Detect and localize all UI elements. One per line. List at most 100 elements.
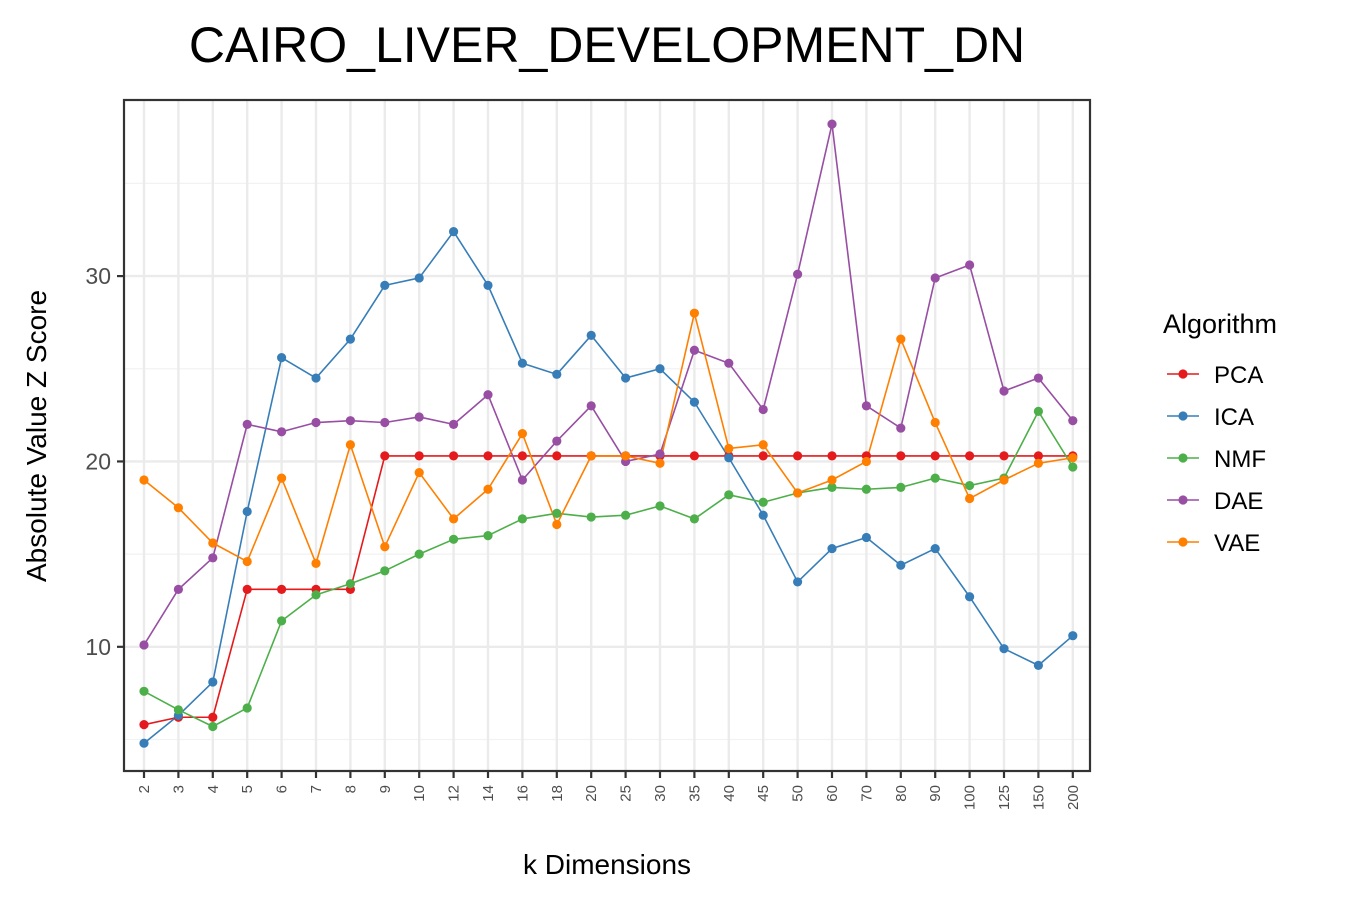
- data-point-pca: [827, 451, 837, 461]
- data-point-nmf: [930, 473, 940, 483]
- x-tick-label: 6: [274, 785, 291, 793]
- data-point-nmf: [758, 497, 768, 507]
- data-point-pca: [414, 451, 424, 461]
- y-axis-title: Absolute Value Z Score: [21, 290, 52, 582]
- data-point-pca: [896, 451, 906, 461]
- data-point-ica: [208, 677, 218, 687]
- x-tick-label: 5: [239, 785, 256, 793]
- data-point-pca: [242, 584, 252, 594]
- data-point-dae: [311, 417, 321, 428]
- x-axis: 2 3 4 5 6 7 8 9 10 12 14 16 18 20 25 30 35 40 45 50 60 70 80 90…: [136, 771, 1082, 810]
- data-point-dae: [724, 358, 734, 368]
- data-point-dae: [483, 390, 493, 400]
- data-point-vae: [861, 456, 872, 467]
- x-tick-label: 4: [205, 785, 222, 793]
- data-point-nmf: [965, 480, 975, 491]
- data-point-vae: [139, 475, 149, 485]
- data-point-dae: [861, 401, 872, 411]
- series-line-vae: [143, 312, 1073, 565]
- data-point-dae: [689, 345, 700, 355]
- data-point-nmf: [724, 490, 734, 500]
- panel-border: [122, 98, 1092, 773]
- data-point-ica: [1033, 660, 1043, 670]
- data-point-dae: [965, 260, 975, 270]
- data-point-ica: [483, 280, 493, 290]
- data-point-nmf: [552, 508, 562, 518]
- data-point-nmf: [345, 579, 355, 589]
- data-point-ica: [930, 543, 940, 554]
- data-point-ica: [552, 369, 562, 379]
- x-tick-label: 18: [549, 785, 566, 802]
- x-tick-label: 8: [342, 785, 359, 793]
- data-point-vae: [483, 484, 493, 494]
- data-point-ica: [414, 273, 424, 283]
- data-point-vae: [1068, 453, 1078, 463]
- data-point-dae: [173, 584, 183, 594]
- data-point-vae: [517, 429, 528, 439]
- x-tick-label: 125: [996, 785, 1013, 810]
- data-point-pca: [277, 584, 287, 594]
- x-tick-label: 25: [618, 785, 635, 802]
- x-tick-label: 100: [962, 785, 979, 810]
- y-tick-label: 20: [85, 448, 111, 474]
- data-point-nmf: [311, 590, 321, 600]
- legend: Algorithm PCA ICA NMF DAE VAE: [1163, 309, 1277, 557]
- x-tick-label: 3: [170, 785, 187, 793]
- data-point-nmf: [242, 703, 252, 713]
- legend-label-dae: DAE: [1214, 488, 1263, 515]
- data-point-vae: [552, 519, 562, 530]
- data-point-dae: [1068, 416, 1078, 426]
- data-point-vae: [345, 440, 355, 450]
- series-line-ica: [143, 230, 1074, 744]
- data-point-dae: [655, 449, 665, 459]
- data-point-dae: [139, 640, 149, 650]
- data-point-nmf: [621, 510, 631, 520]
- data-point-pca: [1033, 451, 1043, 461]
- data-point-nmf: [896, 482, 906, 493]
- plot-panel: [122, 98, 1092, 773]
- data-point-pca: [483, 451, 493, 461]
- data-point-pca: [139, 720, 149, 730]
- x-tick-label: 40: [721, 785, 738, 802]
- data-point-ica: [586, 330, 596, 341]
- data-point-pca: [208, 712, 218, 722]
- data-point-pca: [999, 451, 1009, 461]
- series-line-nmf: [143, 410, 1074, 728]
- data-point-vae: [277, 473, 287, 483]
- data-point-dae: [793, 269, 803, 279]
- data-point-ica: [689, 397, 700, 407]
- data-point-vae: [965, 493, 975, 504]
- data-point-pca: [689, 451, 700, 461]
- chart-title: CAIRO_LIVER_DEVELOPMENT_DN: [189, 17, 1025, 73]
- data-point-ica: [793, 577, 803, 587]
- data-point-dae: [896, 423, 906, 433]
- data-point-nmf: [586, 512, 596, 522]
- y-tick-label: 10: [85, 634, 111, 660]
- legend-title: Algorithm: [1163, 309, 1277, 339]
- data-point-ica: [861, 532, 872, 543]
- data-point-dae: [345, 416, 355, 426]
- data-point-vae: [999, 475, 1009, 485]
- data-point-ica: [139, 738, 149, 748]
- data-point-dae: [208, 553, 218, 563]
- data-point-pca: [930, 451, 940, 461]
- data-point-ica: [827, 543, 837, 554]
- data-point-pca: [965, 451, 975, 461]
- data-point-ica: [999, 644, 1009, 654]
- x-tick-label: 10: [411, 785, 428, 802]
- data-point-nmf: [1033, 406, 1043, 417]
- data-point-nmf: [689, 514, 700, 524]
- x-tick-label: 20: [583, 785, 600, 802]
- x-tick-label: 150: [1030, 785, 1047, 810]
- data-point-vae: [173, 503, 183, 513]
- data-point-dae: [242, 419, 252, 429]
- data-point-nmf: [517, 514, 528, 524]
- x-axis-title: k Dimensions: [523, 849, 691, 880]
- data-point-nmf: [655, 501, 665, 511]
- data-point-vae: [758, 440, 768, 450]
- data-point-vae: [827, 475, 837, 485]
- data-point-vae: [586, 451, 596, 461]
- legend-label-nmf: NMF: [1214, 446, 1266, 473]
- x-tick-label: 9: [377, 785, 394, 793]
- data-point-nmf: [861, 484, 872, 494]
